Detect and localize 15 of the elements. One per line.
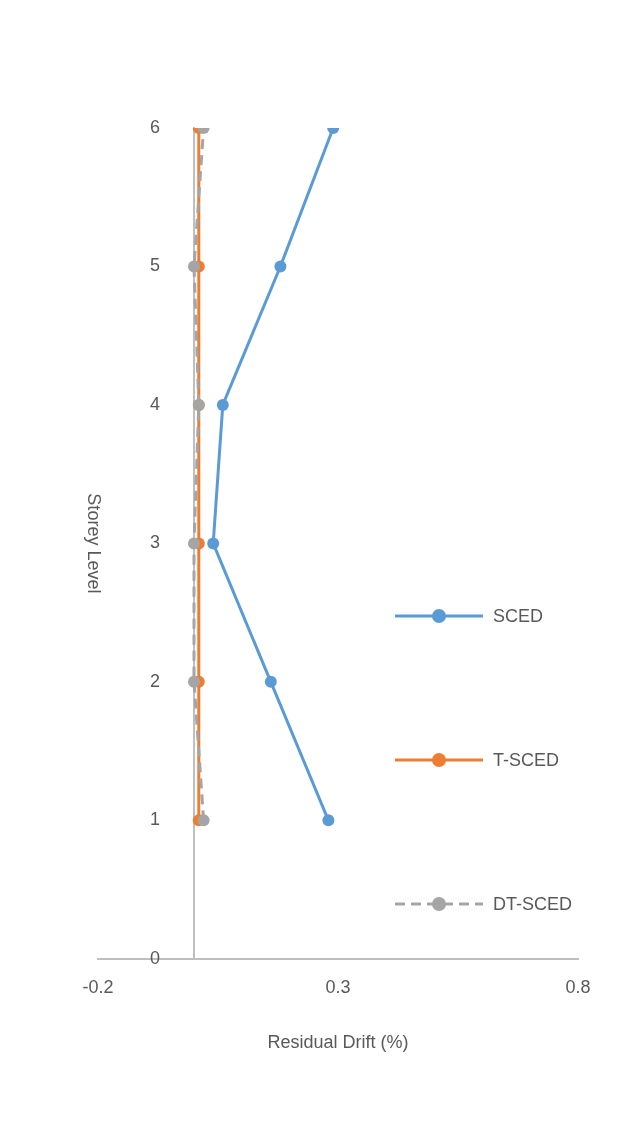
x-axis-title: Residual Drift (%) xyxy=(267,1032,409,1053)
legend-label: T-SCED xyxy=(493,749,560,771)
y-axis-title: Storey Level xyxy=(84,493,105,594)
y-tick-label: 1 xyxy=(149,809,160,830)
y-tick-label: 6 xyxy=(149,116,160,137)
y-tick-label: 4 xyxy=(149,393,160,414)
x-tick-label: 0.8 xyxy=(565,976,591,997)
y-tick-label: 2 xyxy=(149,670,160,691)
y-tick-label: 3 xyxy=(149,532,160,553)
y-tick-label: 0 xyxy=(149,947,160,968)
legend-label: DT-SCED xyxy=(493,893,573,915)
x-tick-label: -0.2 xyxy=(82,976,114,997)
legend-label: SCED xyxy=(493,605,544,627)
y-tick-label: 5 xyxy=(149,255,160,276)
x-tick-label: 0.3 xyxy=(325,976,351,997)
